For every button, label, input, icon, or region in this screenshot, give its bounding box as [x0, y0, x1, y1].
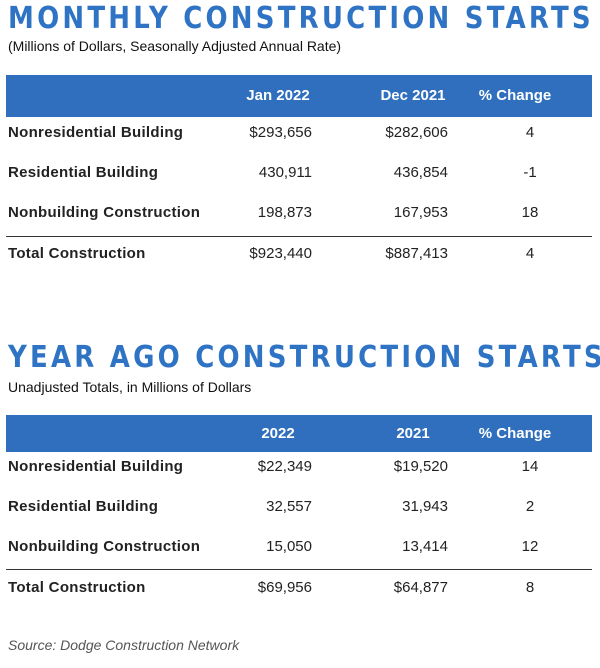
total-change: 4 [525, 245, 535, 262]
column-header: 2021 [396, 424, 430, 442]
row-value: 31,943 [402, 498, 448, 515]
row-value: $282,606 [385, 124, 448, 141]
row-value: $293,656 [249, 124, 312, 141]
row-change: 4 [525, 124, 535, 141]
total-value: $923,440 [249, 245, 312, 262]
row-label: Nonresidential Building [8, 458, 184, 475]
row-value: $19,520 [393, 458, 448, 475]
section-subtitle: (Millions of Dollars, Seasonally Adjuste… [8, 38, 342, 54]
column-header: % Change [478, 87, 552, 104]
row-value: 430,911 [258, 164, 312, 181]
column-header: 2022 [261, 424, 295, 442]
row-label: Nonbuilding Construction [8, 204, 201, 221]
row-value: $22,349 [257, 458, 312, 475]
total-value: $64,877 [393, 579, 448, 596]
total-rule [6, 236, 592, 237]
row-change: 14 [521, 458, 539, 475]
row-change: 2 [525, 498, 535, 515]
row-label: Nonbuilding Construction [8, 538, 201, 555]
row-value: 167,953 [393, 204, 448, 221]
column-header: Dec 2021 [380, 87, 446, 104]
row-value: 198,873 [257, 204, 312, 221]
section-title: YEAR AGO CONSTRUCTION STARTS [8, 340, 600, 376]
row-value: 15,050 [266, 538, 312, 555]
total-rule [6, 569, 592, 570]
row-value: 436,854 [393, 164, 448, 181]
total-value: $69,956 [257, 579, 312, 596]
section-subtitle: Unadjusted Totals, in Millions of Dollar… [8, 379, 252, 395]
header-bar [6, 75, 592, 117]
row-label: Residential Building [8, 164, 159, 181]
row-label: Nonresidential Building [8, 124, 184, 141]
source-note: Source: Dodge Construction Network [8, 637, 240, 653]
row-value: 32,557 [266, 498, 312, 515]
row-label: Residential Building [8, 498, 159, 515]
column-header: Jan 2022 [246, 87, 310, 104]
row-change: -1 [523, 164, 537, 181]
total-label: Total Construction [8, 579, 146, 596]
section-title: MONTHLY CONSTRUCTION STARTS [8, 1, 594, 37]
row-change: 18 [521, 204, 539, 221]
row-value: 13,414 [402, 538, 448, 555]
total-label: Total Construction [8, 245, 146, 262]
column-header: % Change [478, 424, 552, 442]
header-bar [6, 415, 592, 452]
total-value: $887,413 [385, 245, 448, 262]
row-change: 12 [521, 538, 539, 555]
total-change: 8 [525, 579, 535, 596]
